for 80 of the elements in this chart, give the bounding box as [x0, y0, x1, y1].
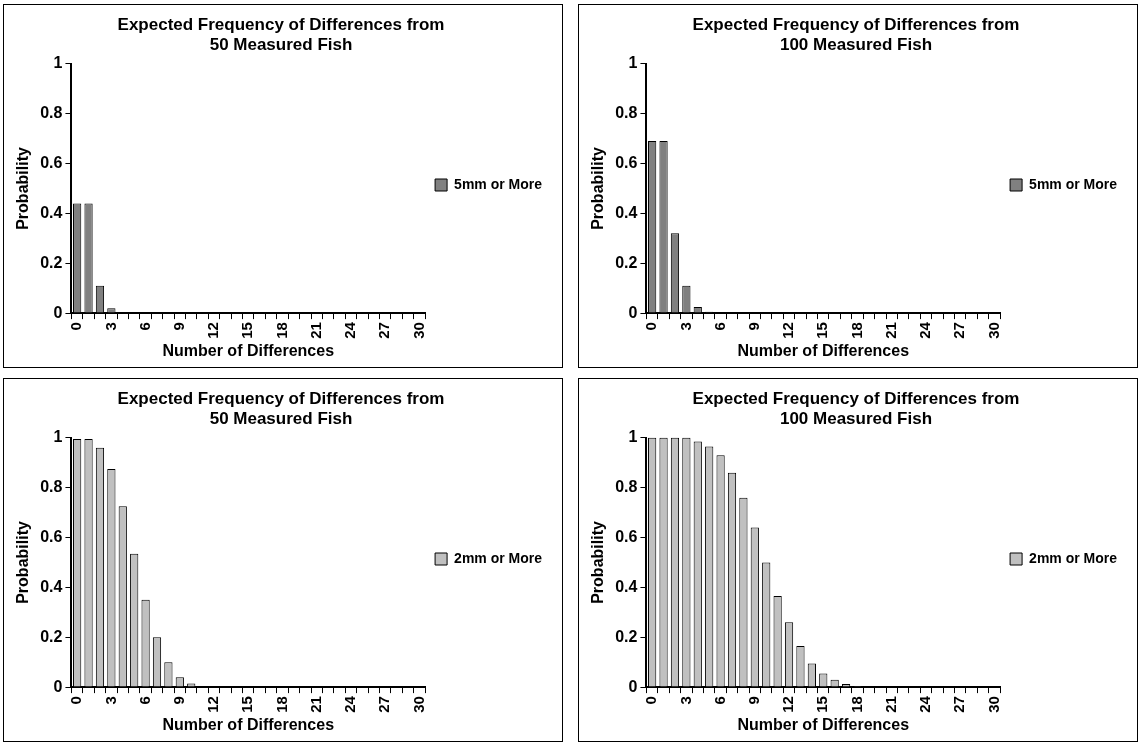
- y-tick-label: 0.6: [40, 527, 63, 545]
- y-tick-label: 0.4: [615, 203, 638, 221]
- x-axis-title: Number of Differences: [737, 341, 910, 359]
- x-tick-label: 18: [847, 696, 865, 713]
- x-tick-label: 30: [409, 322, 427, 339]
- x-tick-label: 12: [204, 322, 222, 339]
- y-axis-title: Probability: [589, 147, 607, 230]
- x-tick-label: 3: [101, 322, 119, 331]
- x-tick-label: 27: [950, 322, 968, 339]
- x-tick-label: 24: [916, 321, 934, 339]
- x-axis-title: Number of Differences: [737, 715, 910, 733]
- x-tick-label: 21: [306, 696, 324, 713]
- x-tick-label: 0: [67, 322, 85, 331]
- y-tick-label: 0.2: [40, 253, 63, 271]
- y-tick-label: 1: [628, 428, 638, 446]
- legend-label: 2mm or More: [454, 549, 543, 566]
- y-tick-label: 0.8: [615, 104, 638, 122]
- x-tick-label: 3: [101, 696, 119, 705]
- x-tick-label: 30: [409, 696, 427, 713]
- x-tick-label: 21: [306, 322, 324, 339]
- x-tick-label: 0: [642, 696, 660, 705]
- x-tick-label: 15: [813, 696, 831, 713]
- x-tick-label: 6: [710, 696, 728, 705]
- x-tick-label: 30: [984, 322, 1002, 339]
- y-tick-label: 0.6: [615, 153, 638, 171]
- x-tick-label: 15: [813, 322, 831, 339]
- x-tick-label: 24: [341, 321, 359, 339]
- y-tick-label: 0.2: [615, 253, 638, 271]
- x-tick-label: 9: [169, 322, 187, 331]
- y-tick-label: 0.8: [40, 478, 63, 496]
- legend-label: 5mm or More: [1029, 175, 1118, 192]
- x-tick-label: 24: [341, 695, 359, 713]
- y-tick-label: 0.8: [40, 104, 63, 122]
- y-tick-label: 0.8: [615, 478, 638, 496]
- x-tick-label: 6: [135, 322, 153, 331]
- y-tick-label: 0.2: [40, 627, 63, 645]
- x-tick-label: 3: [676, 696, 694, 705]
- y-tick-label: 1: [53, 54, 63, 72]
- x-tick-label: 27: [950, 696, 968, 713]
- x-tick-label: 30: [984, 696, 1002, 713]
- legend-label: 5mm or More: [454, 175, 543, 192]
- x-axis-title: Number of Differences: [162, 715, 335, 733]
- y-tick-label: 0.2: [615, 627, 638, 645]
- x-tick-label: 21: [881, 696, 899, 713]
- chart-title: Expected Frequency of Differences from 100 Measured Fish: [692, 388, 1020, 429]
- x-tick-label: 0: [642, 322, 660, 331]
- x-tick-label: 27: [375, 322, 393, 339]
- y-tick-label: 0.4: [615, 577, 638, 595]
- y-tick-label: 0.6: [615, 527, 638, 545]
- x-tick-label: 6: [135, 696, 153, 705]
- x-tick-label: 6: [710, 322, 728, 331]
- x-tick-label: 9: [744, 322, 762, 331]
- x-tick-label: 12: [779, 696, 797, 713]
- x-tick-label: 21: [881, 322, 899, 339]
- x-tick-label: 12: [204, 696, 222, 713]
- y-axis-title: Probability: [14, 147, 32, 230]
- x-tick-label: 15: [238, 322, 256, 339]
- legend-label: 2mm or More: [1029, 549, 1118, 566]
- x-tick-label: 27: [375, 696, 393, 713]
- x-tick-label: 9: [169, 696, 187, 705]
- y-tick-label: 0.4: [40, 577, 63, 595]
- x-tick-label: 18: [272, 696, 290, 713]
- chart-title: Expected Frequency of Differences from 50 Measured Fish: [117, 14, 445, 55]
- x-axis-title: Number of Differences: [162, 341, 335, 359]
- x-tick-label: 9: [744, 696, 762, 705]
- y-tick-label: 1: [53, 428, 63, 446]
- y-tick-label: 0.4: [40, 203, 63, 221]
- y-tick-label: 0.6: [40, 153, 63, 171]
- x-tick-label: 24: [916, 695, 934, 713]
- x-tick-label: 0: [67, 696, 85, 705]
- y-axis-title: Probability: [589, 521, 607, 604]
- chart-title: Expected Frequency of Differences from 100 Measured Fish: [692, 14, 1020, 55]
- x-tick-label: 3: [676, 322, 694, 331]
- x-tick-label: 12: [779, 322, 797, 339]
- y-axis-title: Probability: [14, 521, 32, 604]
- x-tick-label: 15: [238, 696, 256, 713]
- chart-title: Expected Frequency of Differences from 50 Measured Fish: [117, 388, 445, 429]
- x-tick-label: 18: [847, 322, 865, 339]
- y-tick-label: 1: [628, 54, 638, 72]
- x-tick-label: 18: [272, 322, 290, 339]
